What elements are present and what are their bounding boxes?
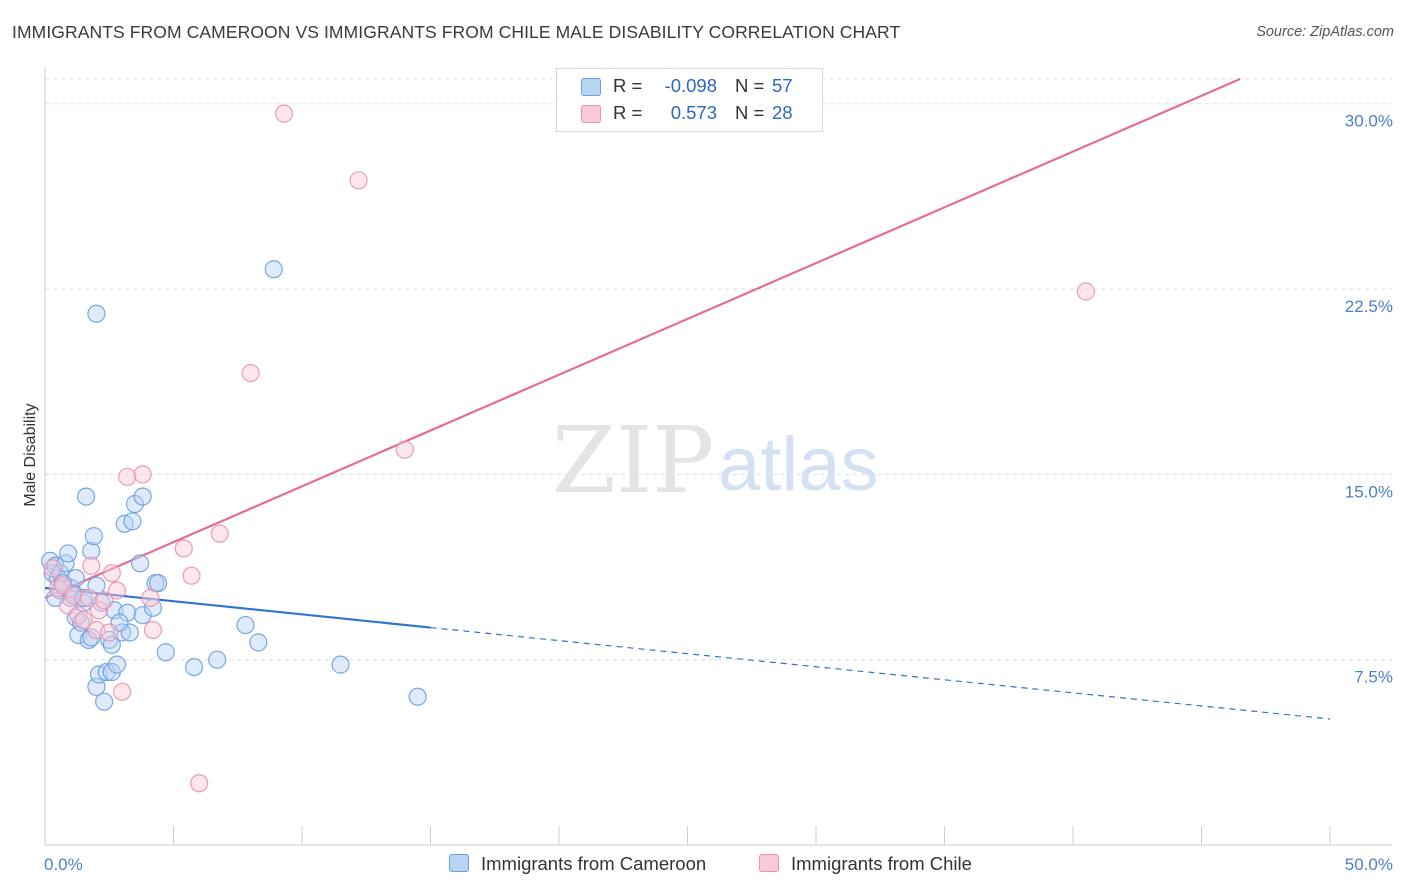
cameroon-point [148,573,168,593]
cameroon-point [77,487,96,506]
chile-point [143,620,163,640]
axis-ticks: 7.5% 15.0% 22.5% 30.0% 0.0% 50.0% [44,112,1393,874]
chile-point [1076,282,1095,301]
chile-point [174,539,193,558]
chile-point [102,564,121,583]
chile-point [100,623,119,642]
legend-n-value: 57 [772,75,793,96]
chile-point [182,566,201,585]
cameroon-point [82,541,101,561]
chile-point [395,440,414,459]
legend-n-label: N = [735,75,765,96]
cameroon-point [236,615,255,635]
chile-point [141,588,160,608]
bottom-legend-label-chile: Immigrants from Chile [791,853,972,874]
cameroon-point [107,655,127,674]
cameroon-point [84,527,103,546]
source-label: Source: ZipAtlas.com [1256,24,1394,40]
cameroon-point [249,633,268,652]
y-tick-label: 30.0% [1345,112,1393,131]
legend-n-label: N = [735,102,765,123]
chile-point [95,591,114,610]
chile-point [133,465,152,484]
cameroon-point [118,603,137,622]
chile-point [241,363,260,383]
chile-point [82,556,101,575]
chart-title: IMMIGRANTS FROM CAMEROON VS IMMIGRANTS F… [12,22,901,42]
cameroon-point [331,655,350,674]
chile-point [43,559,62,578]
chile-point [79,588,98,608]
data-points [41,104,1095,793]
watermark: ZIP atlas [552,407,879,514]
bottom-legend-swatch-chile [759,854,779,872]
bottom-legend-swatch-cameroon [449,854,469,872]
chile-point [64,586,83,605]
watermark-zip: ZIP [552,407,714,514]
y-tick-label: 7.5% [1354,668,1393,687]
y-tick-label: 22.5% [1345,297,1393,316]
cameroon-point [264,260,283,279]
cameroon-point [133,606,152,625]
cameroon-point [79,630,98,650]
chile-point [190,774,209,793]
cameroon-point [133,487,152,506]
watermark-atlas: atlas [718,422,879,507]
chile-point [112,682,132,701]
chile-point [69,606,88,625]
legend: R = -0.098 N = 57 R = 0.573 N = 28 [556,68,823,132]
cameroon-trend-extension [430,626,1331,720]
cameroon-point [156,643,175,662]
legend-swatch-chile [581,105,601,123]
cameroon-point [123,512,142,531]
cameroon-point [130,554,150,573]
cameroon-point [408,687,427,706]
legend-swatch-cameroon [581,78,601,96]
axes [44,67,1392,846]
y-axis-label: Male Disability [22,403,39,506]
legend-r-label: R = [613,75,643,96]
chile-point [274,104,294,123]
chile-point [107,581,127,600]
cameroon-point [97,662,116,682]
legend-r-label: R = [613,102,643,123]
x-tick-label: 50.0% [1345,855,1393,874]
cameroon-point [184,657,204,677]
cameroon-point [59,544,78,563]
bottom-legend-label-cameroon: Immigrants from Cameroon [481,853,707,874]
chile-point [74,611,93,630]
chile-point [118,467,137,486]
chile-point [349,171,368,190]
cameroon-point [208,650,227,669]
legend-r-value: -0.098 [664,75,717,96]
x-tick-label: 0.0% [44,855,83,874]
legend-r-value: 0.573 [670,102,717,123]
cameroon-point [95,692,114,711]
legend-n-value: 28 [772,102,793,123]
chile-trend-line [44,77,1241,599]
cameroon-point [87,304,106,323]
cameroon-point [125,494,145,514]
cameroon-point [71,613,91,632]
chile-point [89,601,109,620]
chile-point [210,524,229,543]
y-tick-label: 15.0% [1345,482,1393,501]
